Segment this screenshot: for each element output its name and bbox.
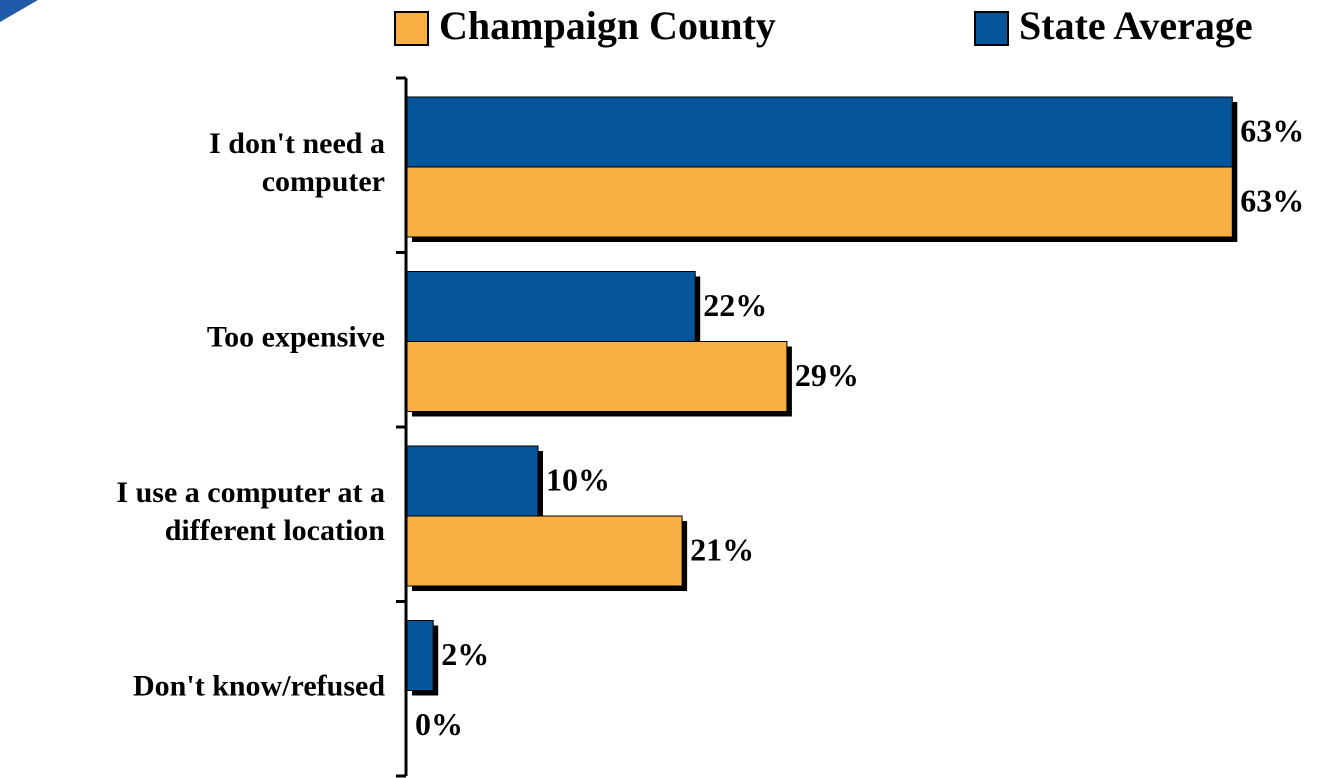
legend-label: State Average xyxy=(1019,3,1253,48)
value-label: 10% xyxy=(546,461,610,497)
corner-graphic xyxy=(0,0,38,22)
legend-swatch xyxy=(974,11,1009,46)
category-label: I don't need a xyxy=(209,127,385,160)
value-label: 63% xyxy=(1240,182,1304,218)
bar xyxy=(406,96,1233,168)
value-label: 63% xyxy=(1240,112,1304,148)
legend-label: Champaign County xyxy=(439,3,776,48)
value-label: 2% xyxy=(441,636,489,672)
bar xyxy=(406,341,788,412)
value-label: 0% xyxy=(415,706,463,742)
value-label: 22% xyxy=(703,287,767,323)
category-label: computer xyxy=(262,165,385,198)
bar xyxy=(406,515,683,587)
category-label: Too expensive xyxy=(207,321,385,354)
bar xyxy=(406,445,539,517)
category-label: Don't know/refused xyxy=(133,670,385,703)
bar xyxy=(406,166,1233,238)
value-label: 29% xyxy=(795,357,859,393)
bar xyxy=(406,620,434,691)
category-label: I use a computer at a xyxy=(116,476,385,509)
bar xyxy=(406,271,696,342)
category-label: different location xyxy=(165,514,386,547)
value-label: 21% xyxy=(690,531,754,567)
legend-swatch xyxy=(394,11,429,46)
